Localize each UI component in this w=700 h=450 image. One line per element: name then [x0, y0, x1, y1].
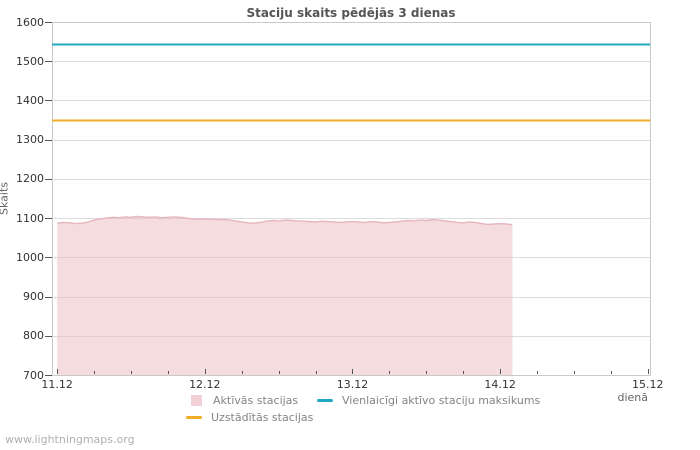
- plot-border: [52, 22, 651, 376]
- y-tick-label: 1600: [16, 15, 44, 29]
- y-tick-label: 1300: [16, 133, 44, 147]
- y-tick-label: 1100: [16, 211, 44, 225]
- x-axis-title: dienā: [617, 391, 648, 404]
- y-tick-label: 1500: [16, 54, 44, 68]
- x-tick-label: 11.12: [41, 378, 73, 391]
- chart-title: Staciju skaits pēdējās 3 dienas: [246, 6, 456, 20]
- x-tick-label: 12.12: [189, 378, 221, 391]
- x-tick-label: 13.12: [336, 378, 369, 391]
- y-tick-label: 900: [23, 290, 44, 304]
- y-tick-label: 800: [23, 329, 44, 343]
- x-tick-label: 14.12: [484, 378, 516, 391]
- y-tick-label: 1000: [16, 250, 44, 264]
- watermark-text: www.lightningmaps.org: [5, 433, 135, 446]
- y-tick-label: 1200: [16, 172, 44, 186]
- active-stations-edge: [57, 215, 513, 226]
- x-tick-label: 15.12: [632, 378, 664, 391]
- y-tick-label: 700: [23, 368, 44, 382]
- y-tick-label: 1400: [16, 93, 44, 107]
- active-stations-area: [57, 216, 513, 375]
